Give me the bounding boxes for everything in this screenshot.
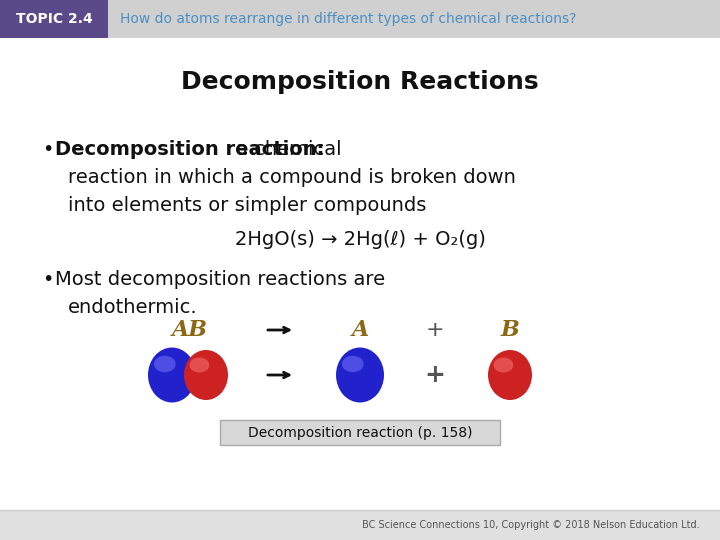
Ellipse shape [189, 357, 210, 373]
FancyBboxPatch shape [220, 420, 500, 445]
Ellipse shape [493, 357, 513, 373]
Text: Decomposition reaction (p. 158): Decomposition reaction (p. 158) [248, 426, 472, 440]
Text: 2HgO(s) → 2Hg(ℓ) + O₂(g): 2HgO(s) → 2Hg(ℓ) + O₂(g) [235, 230, 485, 249]
FancyBboxPatch shape [108, 0, 720, 38]
Text: •: • [42, 270, 53, 289]
Text: Most decomposition reactions are: Most decomposition reactions are [55, 270, 385, 289]
Text: a chemical: a chemical [236, 140, 341, 159]
Text: •: • [42, 140, 53, 159]
Text: +: + [425, 363, 446, 387]
Ellipse shape [148, 348, 196, 402]
Text: B: B [500, 319, 519, 341]
Text: Decomposition Reactions: Decomposition Reactions [181, 70, 539, 94]
Text: A: A [351, 319, 369, 341]
Ellipse shape [342, 356, 364, 372]
Text: reaction in which a compound is broken down: reaction in which a compound is broken d… [68, 168, 516, 187]
Text: BC Science Connections 10, Copyright © 2018 Nelson Education Ltd.: BC Science Connections 10, Copyright © 2… [362, 520, 700, 530]
Text: endothermic.: endothermic. [68, 298, 197, 317]
Ellipse shape [184, 350, 228, 400]
Text: into elements or simpler compounds: into elements or simpler compounds [68, 196, 426, 215]
Text: AB: AB [172, 319, 208, 341]
Text: How do atoms rearrange in different types of chemical reactions?: How do atoms rearrange in different type… [120, 12, 577, 26]
Ellipse shape [488, 350, 532, 400]
Text: TOPIC 2.4: TOPIC 2.4 [16, 12, 92, 26]
Text: +: + [426, 320, 444, 340]
FancyBboxPatch shape [0, 0, 108, 38]
Text: Decomposition reaction:: Decomposition reaction: [55, 140, 325, 159]
FancyBboxPatch shape [0, 510, 720, 540]
Ellipse shape [336, 348, 384, 402]
Ellipse shape [154, 356, 176, 372]
